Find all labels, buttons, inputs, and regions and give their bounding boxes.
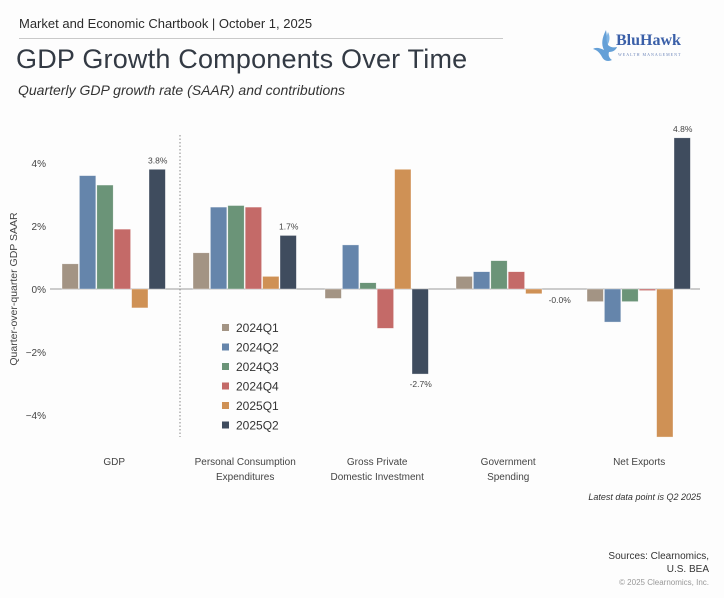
- data-label: 3.8%: [148, 155, 168, 165]
- bar-2025q1-cat3: [525, 288, 543, 295]
- bar-2025q1-cat0: [131, 288, 149, 309]
- page-subtitle: Quarterly GDP growth rate (SAAR) and con…: [18, 82, 346, 98]
- bar-2024q1-cat1: [192, 252, 210, 290]
- bar-2024q2-cat4: [604, 288, 622, 323]
- bar-2025q1-cat4: [656, 288, 674, 438]
- bar-2024q4-cat4: [638, 288, 656, 291]
- legend-swatch-2025q1: [222, 402, 229, 409]
- chartbook-header: Market and Economic Chartbook | October …: [19, 16, 313, 31]
- logo-wordmark: BluHawk: [616, 32, 681, 49]
- data-label: -2.7%: [410, 379, 433, 389]
- bar-2024q3-cat2: [359, 282, 377, 290]
- data-label: -0.0%: [549, 295, 572, 305]
- bar-2024q3-cat1: [227, 205, 245, 290]
- y-tick-label: −2%: [26, 348, 46, 359]
- category-label: Expenditures: [216, 472, 274, 483]
- legend-label: 2024Q4: [236, 380, 279, 394]
- legend-label: 2024Q3: [236, 360, 279, 374]
- bar-2024q1-cat0: [61, 263, 79, 290]
- legend-swatch-2024q4: [222, 382, 229, 390]
- legend-swatch-2025q2: [222, 421, 229, 429]
- bluhawk-logo: BluHawk WEALTH MANAGEMENT: [592, 28, 712, 68]
- bar-2025q2-cat4: [673, 137, 691, 290]
- bar-2024q3-cat4: [621, 288, 639, 302]
- y-tick-label: 0%: [32, 285, 47, 296]
- header-divider: [19, 38, 503, 39]
- category-label: GDP: [103, 457, 125, 468]
- bar-2024q4-cat1: [244, 206, 262, 290]
- y-tick-label: 4%: [32, 159, 47, 170]
- hawk-icon: [593, 30, 617, 61]
- data-label: 4.8%: [673, 124, 693, 134]
- bar-2024q1-cat4: [586, 288, 604, 302]
- bar-2025q1-cat2: [394, 169, 412, 290]
- bar-2024q2-cat2: [342, 244, 360, 290]
- bar-2024q4-cat0: [113, 228, 131, 290]
- bar-2025q2-cat1: [279, 235, 297, 290]
- bar-2024q4-cat3: [507, 271, 525, 290]
- category-label: Gross Private: [347, 457, 408, 468]
- bar-2024q3-cat0: [96, 184, 114, 290]
- sources-line-1: Sources: Clearnomics,: [608, 551, 709, 562]
- legend-swatch-2024q3: [222, 363, 229, 370]
- bar-2024q2-cat1: [210, 206, 228, 290]
- bar-2024q2-cat3: [473, 271, 491, 290]
- bar-2025q2-cat0: [148, 169, 166, 290]
- legend-swatch-2024q1: [222, 324, 229, 331]
- legend-label: 2025Q1: [236, 399, 279, 413]
- page-title: GDP Growth Components Over Time: [16, 44, 468, 74]
- legend-label: 2024Q1: [236, 321, 279, 335]
- bar-2024q1-cat3: [455, 276, 473, 290]
- category-label: Domestic Investment: [331, 472, 425, 483]
- copyright: © 2025 Clearnomics, Inc.: [619, 578, 709, 587]
- gdp-components-chart: 4% 2% 0% −2% −4% Quarter-over-quarter GDP SAA…: [8, 124, 700, 483]
- category-label: Government: [481, 457, 536, 468]
- logo-tagline: WEALTH MANAGEMENT: [618, 52, 682, 57]
- bar-2025q1-cat1: [262, 276, 280, 290]
- y-tick-label: −4%: [26, 411, 46, 422]
- bar-2024q4-cat2: [376, 288, 394, 329]
- y-axis-label: Quarter-over-quarter GDP SAAR: [8, 212, 20, 366]
- category-label: Spending: [487, 472, 529, 483]
- legend-label: 2024Q2: [236, 341, 279, 355]
- data-label: 1.7%: [279, 221, 299, 231]
- legend-swatch-2024q2: [222, 343, 229, 351]
- bar-2024q2-cat0: [79, 175, 97, 290]
- y-tick-label: 2%: [32, 222, 47, 233]
- category-label: Personal Consumption: [195, 457, 296, 468]
- sources: Sources: Clearnomics, U.S. BEA: [608, 550, 709, 576]
- bar-2024q1-cat2: [324, 288, 342, 299]
- bar-2024q3-cat3: [490, 260, 508, 290]
- sources-line-2: U.S. BEA: [666, 564, 709, 575]
- bar-2025q2-cat2: [411, 288, 429, 375]
- latest-data-note: Latest data point is Q2 2025: [588, 492, 701, 502]
- category-label: Net Exports: [613, 457, 665, 468]
- legend-label: 2025Q2: [236, 419, 279, 433]
